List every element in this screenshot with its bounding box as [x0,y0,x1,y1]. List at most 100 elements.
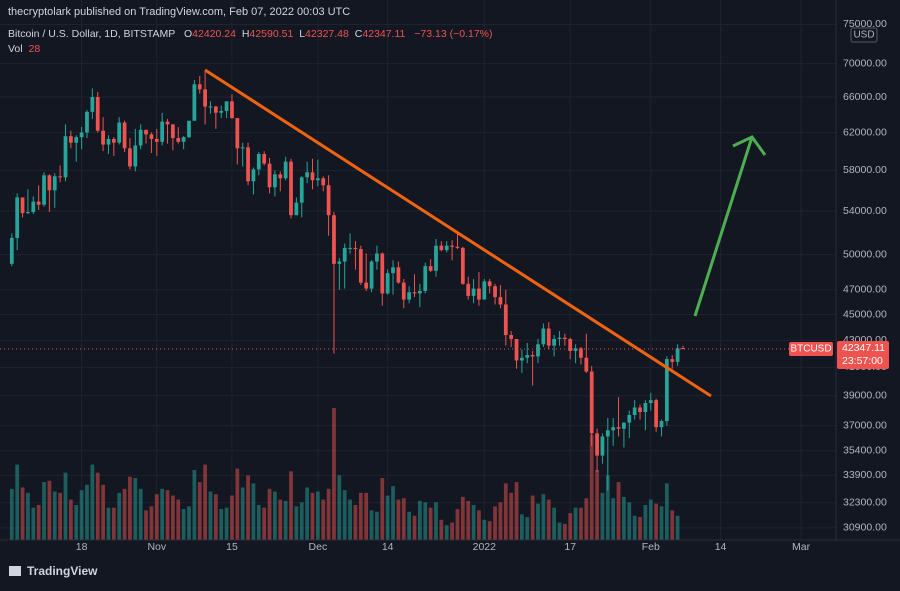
candle-body [252,169,256,181]
candle-body [10,238,14,264]
volume-bar [601,493,605,540]
candle-body [504,304,508,335]
volume-bar [450,522,454,540]
volume-bar [241,487,245,540]
candle-body [380,254,384,294]
volume-bar [316,492,320,540]
candle-body [558,338,562,339]
candle-body [219,111,223,113]
candle-body [284,162,288,179]
volume-bar [289,471,293,540]
y-tick-label: 35400.00 [843,445,887,457]
candle-body [482,281,486,299]
candle-body [96,97,100,131]
volume-bar [139,489,143,540]
x-tick-label: 17 [564,541,576,553]
x-tick-label: Feb [642,541,660,553]
x-tick-label: Mar [792,541,811,553]
candle-body [246,147,250,181]
volume-bar [192,470,196,540]
candle-body [15,197,19,237]
candle-body [150,134,154,139]
vol-label: Vol [8,43,23,55]
candle-body [327,185,331,215]
candle-body [144,130,148,135]
volume-bar [305,487,309,540]
volume-bar [235,469,239,540]
volume-bar [101,485,105,540]
candle-body [633,408,637,415]
volume-bar [160,489,164,540]
candle-body [160,122,164,142]
candle-body [268,164,272,188]
candle-body [595,433,599,455]
high-value: 42590.51 [249,28,293,40]
volume-bar [477,510,481,540]
candle-body [386,273,390,293]
candle-body [321,178,325,185]
volume-bar [85,485,89,540]
volume-bar [10,489,14,540]
y-tick-label: 37000.00 [843,419,887,431]
volume-bar [649,500,653,540]
candle-body [660,421,664,427]
candle-body [536,344,540,356]
volume-bar [638,517,642,540]
candle-body [584,358,588,372]
footer-text: TradingView [27,564,98,578]
candle-body [235,118,239,148]
candle-body [617,427,621,429]
volume-bar [198,482,202,540]
volume-bar [123,489,127,540]
volume-bar [456,509,460,540]
candle-body [644,403,648,412]
currency: USD [853,30,874,41]
y-tick-label: 33900.00 [843,469,887,481]
volume-bar [209,492,213,540]
volume-bar [268,489,272,540]
candle-body [601,436,605,455]
candle-body [649,400,653,403]
candle-body [176,138,180,142]
candle-body [262,154,266,164]
volume-bar [445,525,449,540]
volume-bar [461,497,465,540]
x-tick-label: 15 [226,541,238,553]
volume-bar [665,483,669,540]
volume-bar [493,506,497,540]
volume-bar [611,498,615,540]
volume-bar [150,506,154,540]
volume-bar [429,508,433,540]
volume-bar [133,478,137,540]
volume-bar [525,517,529,540]
x-tick-label: 14 [715,541,727,553]
candle-body [445,246,449,250]
candle-body [407,292,411,299]
candle-body [26,212,30,213]
volume-bar [660,506,664,540]
candle-body [525,355,529,358]
candle-body [627,415,631,423]
candle-body [676,348,680,362]
volume-bar [42,482,46,540]
candle-body [359,249,363,283]
y-tick-label: 45000.00 [843,308,887,320]
volume-bar [391,486,395,540]
volume-bar [252,483,256,540]
x-tick-label: 18 [76,541,88,553]
volume-bar [552,508,556,540]
candle-body [461,248,465,284]
volume-bar [418,501,422,540]
volume-bar [434,502,438,540]
volume-bar [278,500,282,540]
y-tick-label: 66000.00 [843,91,887,103]
candle-body [541,329,545,345]
volume-bar [499,502,503,540]
volume-bar [515,482,519,540]
candle-body [225,101,229,111]
volume-bar [284,501,288,540]
candle-body [520,358,524,361]
volume-bar [364,493,368,540]
y-tick-label: 70000.00 [843,57,887,69]
volume-bar [214,494,218,540]
